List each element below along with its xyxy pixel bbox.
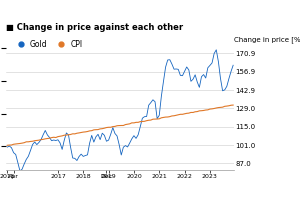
Legend: Gold, CPI: Gold, CPI [10,36,86,52]
Y-axis label: Change in price [%]: Change in price [%] [234,36,300,43]
Text: ■ Change in price against each other: ■ Change in price against each other [6,23,183,32]
